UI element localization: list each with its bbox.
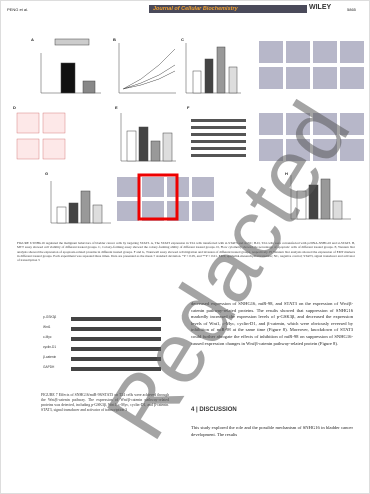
discussion-text: This study explored the role and the pos… [191,425,353,437]
panel-label: D [13,105,16,110]
panel-label: G [45,171,49,176]
journal-name: Journal of Cellular Biochemistry [153,6,238,12]
panel-label: F [187,105,190,110]
panel-label: C [181,37,184,42]
blot-label: c-Myc [43,335,52,339]
panel-label: H [285,171,288,176]
panel-label: E [115,105,118,110]
figure-7-caption: FIGURE 7 Effects of SNHG16/miR-98/STAT3 … [41,393,169,412]
figure-6-caption: FIGURE 6 SNHG16 regulated the malignant … [17,241,355,263]
journal-banner: Journal of Cellular Biochemistry [149,5,307,13]
body-text: decreased expression of SNHG16, miR-98, … [191,301,353,346]
blot-label: GAPDH [43,365,55,369]
page-number: 5865 [347,7,356,12]
figure-6 [16,38,364,224]
blot-label: β-catenin [43,355,57,359]
highlight-box [137,173,179,221]
publisher: WILEY [309,4,332,11]
blot-label: p-GSK3β [43,315,57,319]
panel-label: B [113,37,116,42]
blot-label: cyclin-D1 [43,345,57,349]
section-heading: 4 | DISCUSSION [191,407,237,413]
panel-label: A [31,37,34,42]
blot-label: Wnt1 [43,325,51,329]
running-head: PENG et al. [7,7,29,12]
figure-7-blots [71,317,161,371]
